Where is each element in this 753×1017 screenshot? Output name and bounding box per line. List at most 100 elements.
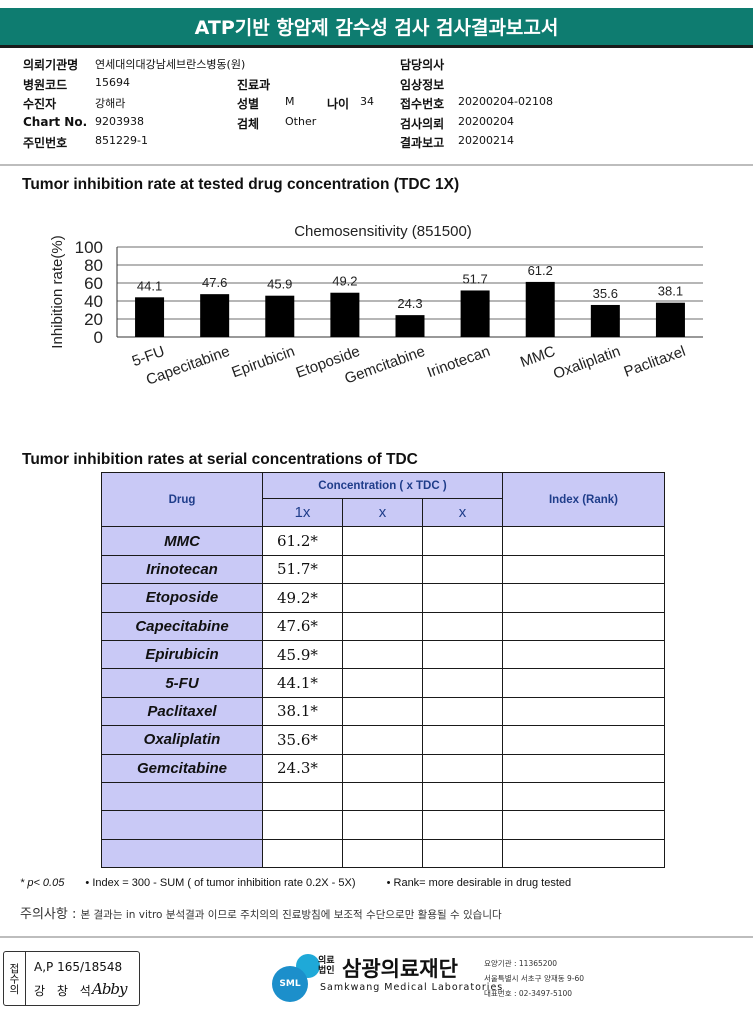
report-date-label: 결과보고 [400, 136, 445, 150]
resident-value: 851229-1 [95, 134, 148, 147]
bar-capecitabine [200, 294, 230, 337]
bar-value-label: 35.6 [593, 286, 618, 301]
lab-name: 삼광의료재단 [342, 957, 458, 981]
divider [0, 936, 753, 938]
hospital-code-label: 병원코드 [23, 78, 68, 92]
x-tick-label: Paclitaxel [622, 343, 688, 381]
table-row: Etoposide 49.2* [101, 583, 665, 613]
sex-value: M [285, 95, 295, 108]
table-row [101, 781, 665, 812]
table-row: Paclitaxel 38.1* [101, 696, 665, 727]
specimen-value: Other [285, 115, 317, 128]
table-row: Oxaliplatin 35.6* [101, 725, 665, 755]
drug-name: 5-FU [101, 668, 263, 698]
resident-label: 주민번호 [23, 136, 68, 150]
institution-label: 의뢰기관명 [23, 58, 79, 72]
drug-name: Gemcitabine [101, 753, 263, 783]
concentration-header: Concentration ( x TDC ) [262, 472, 503, 499]
conc-x-header: x [422, 497, 503, 528]
section-title-tdc: Tumor inhibition rate at tested drug con… [22, 176, 460, 193]
patient-label: 수진자 [23, 97, 57, 111]
dept-label: 진료과 [237, 78, 271, 92]
patient-info: 의뢰기관명 연세대의대강남세브란스병동(원) 담당의사 병원코드 15694 진… [0, 56, 753, 164]
drug-header: Drug [101, 471, 263, 528]
report-title: ATP기반 항암제 감수성 검사 검사결과보고서 [0, 8, 753, 48]
rate-1x: 51.7* [262, 554, 343, 585]
bar-value-label: 24.3 [397, 296, 422, 311]
lab-english-name: Samkwang Medical Laboratories [320, 982, 504, 993]
bar-irinotecan [460, 290, 490, 337]
signature-role-label: 접수의 [4, 952, 26, 1005]
rate-1x: 61.2* [262, 526, 343, 556]
lab-corp-type: 의료법인 [318, 956, 335, 976]
rate-1x: 49.2* [262, 583, 343, 613]
table-row: Epirubicin 45.9* [101, 639, 665, 670]
bar-5-fu [135, 297, 165, 337]
handwritten-signature: Abby [92, 980, 128, 998]
lab-logo: SML 의료법인 삼광의료재단 Samkwang Medical Laborat… [272, 950, 612, 1006]
p-value-note: * p< 0.05 [20, 877, 65, 889]
drug-name [101, 781, 263, 812]
rate-1x: 24.3* [262, 753, 343, 783]
lab-address: 서울특별시 서초구 양재동 9-60 [484, 974, 585, 983]
conc-1x-header: 1x [262, 497, 343, 528]
bar-value-label: 45.9 [267, 277, 292, 292]
rate-1x: 45.9* [262, 639, 343, 670]
caution-text: 본 결과는 in vitro 분석결과 이므로 주치의의 진료방침에 보조적 수… [80, 909, 502, 921]
age-label: 나이 [327, 97, 350, 111]
bar-value-label: 38.1 [658, 284, 683, 299]
institution-value: 연세대의대강남세브란스병동(원) [95, 58, 246, 71]
bar-value-label: 44.1 [137, 278, 162, 293]
bar-etoposide [330, 292, 360, 337]
table-row [101, 810, 665, 840]
report-date-value: 20200214 [458, 134, 514, 147]
signature-box: 접수의 A,P 165/18548 강 창 석 Abby [3, 951, 140, 1006]
license-number: A,P 165/18548 [34, 960, 123, 974]
table-row [101, 838, 665, 869]
bar-value-label: 51.7 [462, 271, 487, 286]
specimen-label: 검체 [237, 117, 260, 131]
rate-1x: 38.1* [262, 696, 343, 727]
rate-1x [262, 810, 343, 840]
lab-contact: 요양기관 : 11365200 서울특별시 서초구 양재동 9-60 대표번호 … [484, 956, 584, 1001]
rank-definition: • Rank= more desirable in drug tested [386, 877, 572, 889]
bar-gemcitabine [395, 315, 425, 337]
table-row: MMC 61.2* [101, 526, 665, 556]
drug-name: Irinotecan [101, 554, 263, 585]
bar-value-label: 47.6 [202, 275, 227, 290]
bar-value-label: 61.2 [528, 263, 553, 278]
chart-title: Chemosensitivity (851500) [294, 223, 472, 240]
logo-badge: SML [272, 966, 308, 1002]
drug-name: Capecitabine [101, 611, 263, 641]
index-header: Index (Rank) [502, 471, 665, 528]
lab-phone: 대표번호 : 02-3497-5100 [484, 989, 573, 998]
bar-paclitaxel [655, 302, 685, 337]
table-row: Capecitabine 47.6* [101, 611, 665, 641]
drug-name: Etoposide [101, 583, 263, 613]
table-row: Irinotecan 51.7* [101, 554, 665, 585]
conc-x-header: x [342, 497, 423, 528]
y-tick-label: 100 [75, 238, 103, 257]
section-title-serial: Tumor inhibition rates at serial concent… [22, 451, 418, 468]
y-tick-label: 60 [84, 274, 103, 293]
rate-1x: 35.6* [262, 725, 343, 755]
signer-name: 강 창 석 [34, 984, 95, 998]
bar-epirubicin [265, 295, 295, 337]
y-tick-label: 40 [84, 292, 103, 311]
table-row: 5-FU 44.1* [101, 668, 665, 698]
serial-concentration-table: Drug Concentration ( x TDC ) Index (Rank… [101, 471, 665, 869]
y-tick-label: 0 [94, 328, 103, 347]
y-tick-label: 20 [84, 310, 103, 329]
receipt-label: 접수번호 [400, 97, 445, 111]
y-axis-label: Inhibition rate(%) [49, 235, 66, 348]
receipt-value: 20200204-02108 [458, 95, 553, 108]
drug-name: Paclitaxel [101, 696, 263, 727]
caution-label: 주의사항 : [20, 907, 77, 922]
y-tick-label: 80 [84, 256, 103, 275]
chart-no-label: Chart No. [23, 115, 88, 129]
rate-1x [262, 781, 343, 812]
divider [0, 164, 753, 166]
request-value: 20200204 [458, 115, 514, 128]
x-tick-label: Oxaliplatin [551, 343, 623, 383]
bar-mmc [525, 281, 555, 337]
